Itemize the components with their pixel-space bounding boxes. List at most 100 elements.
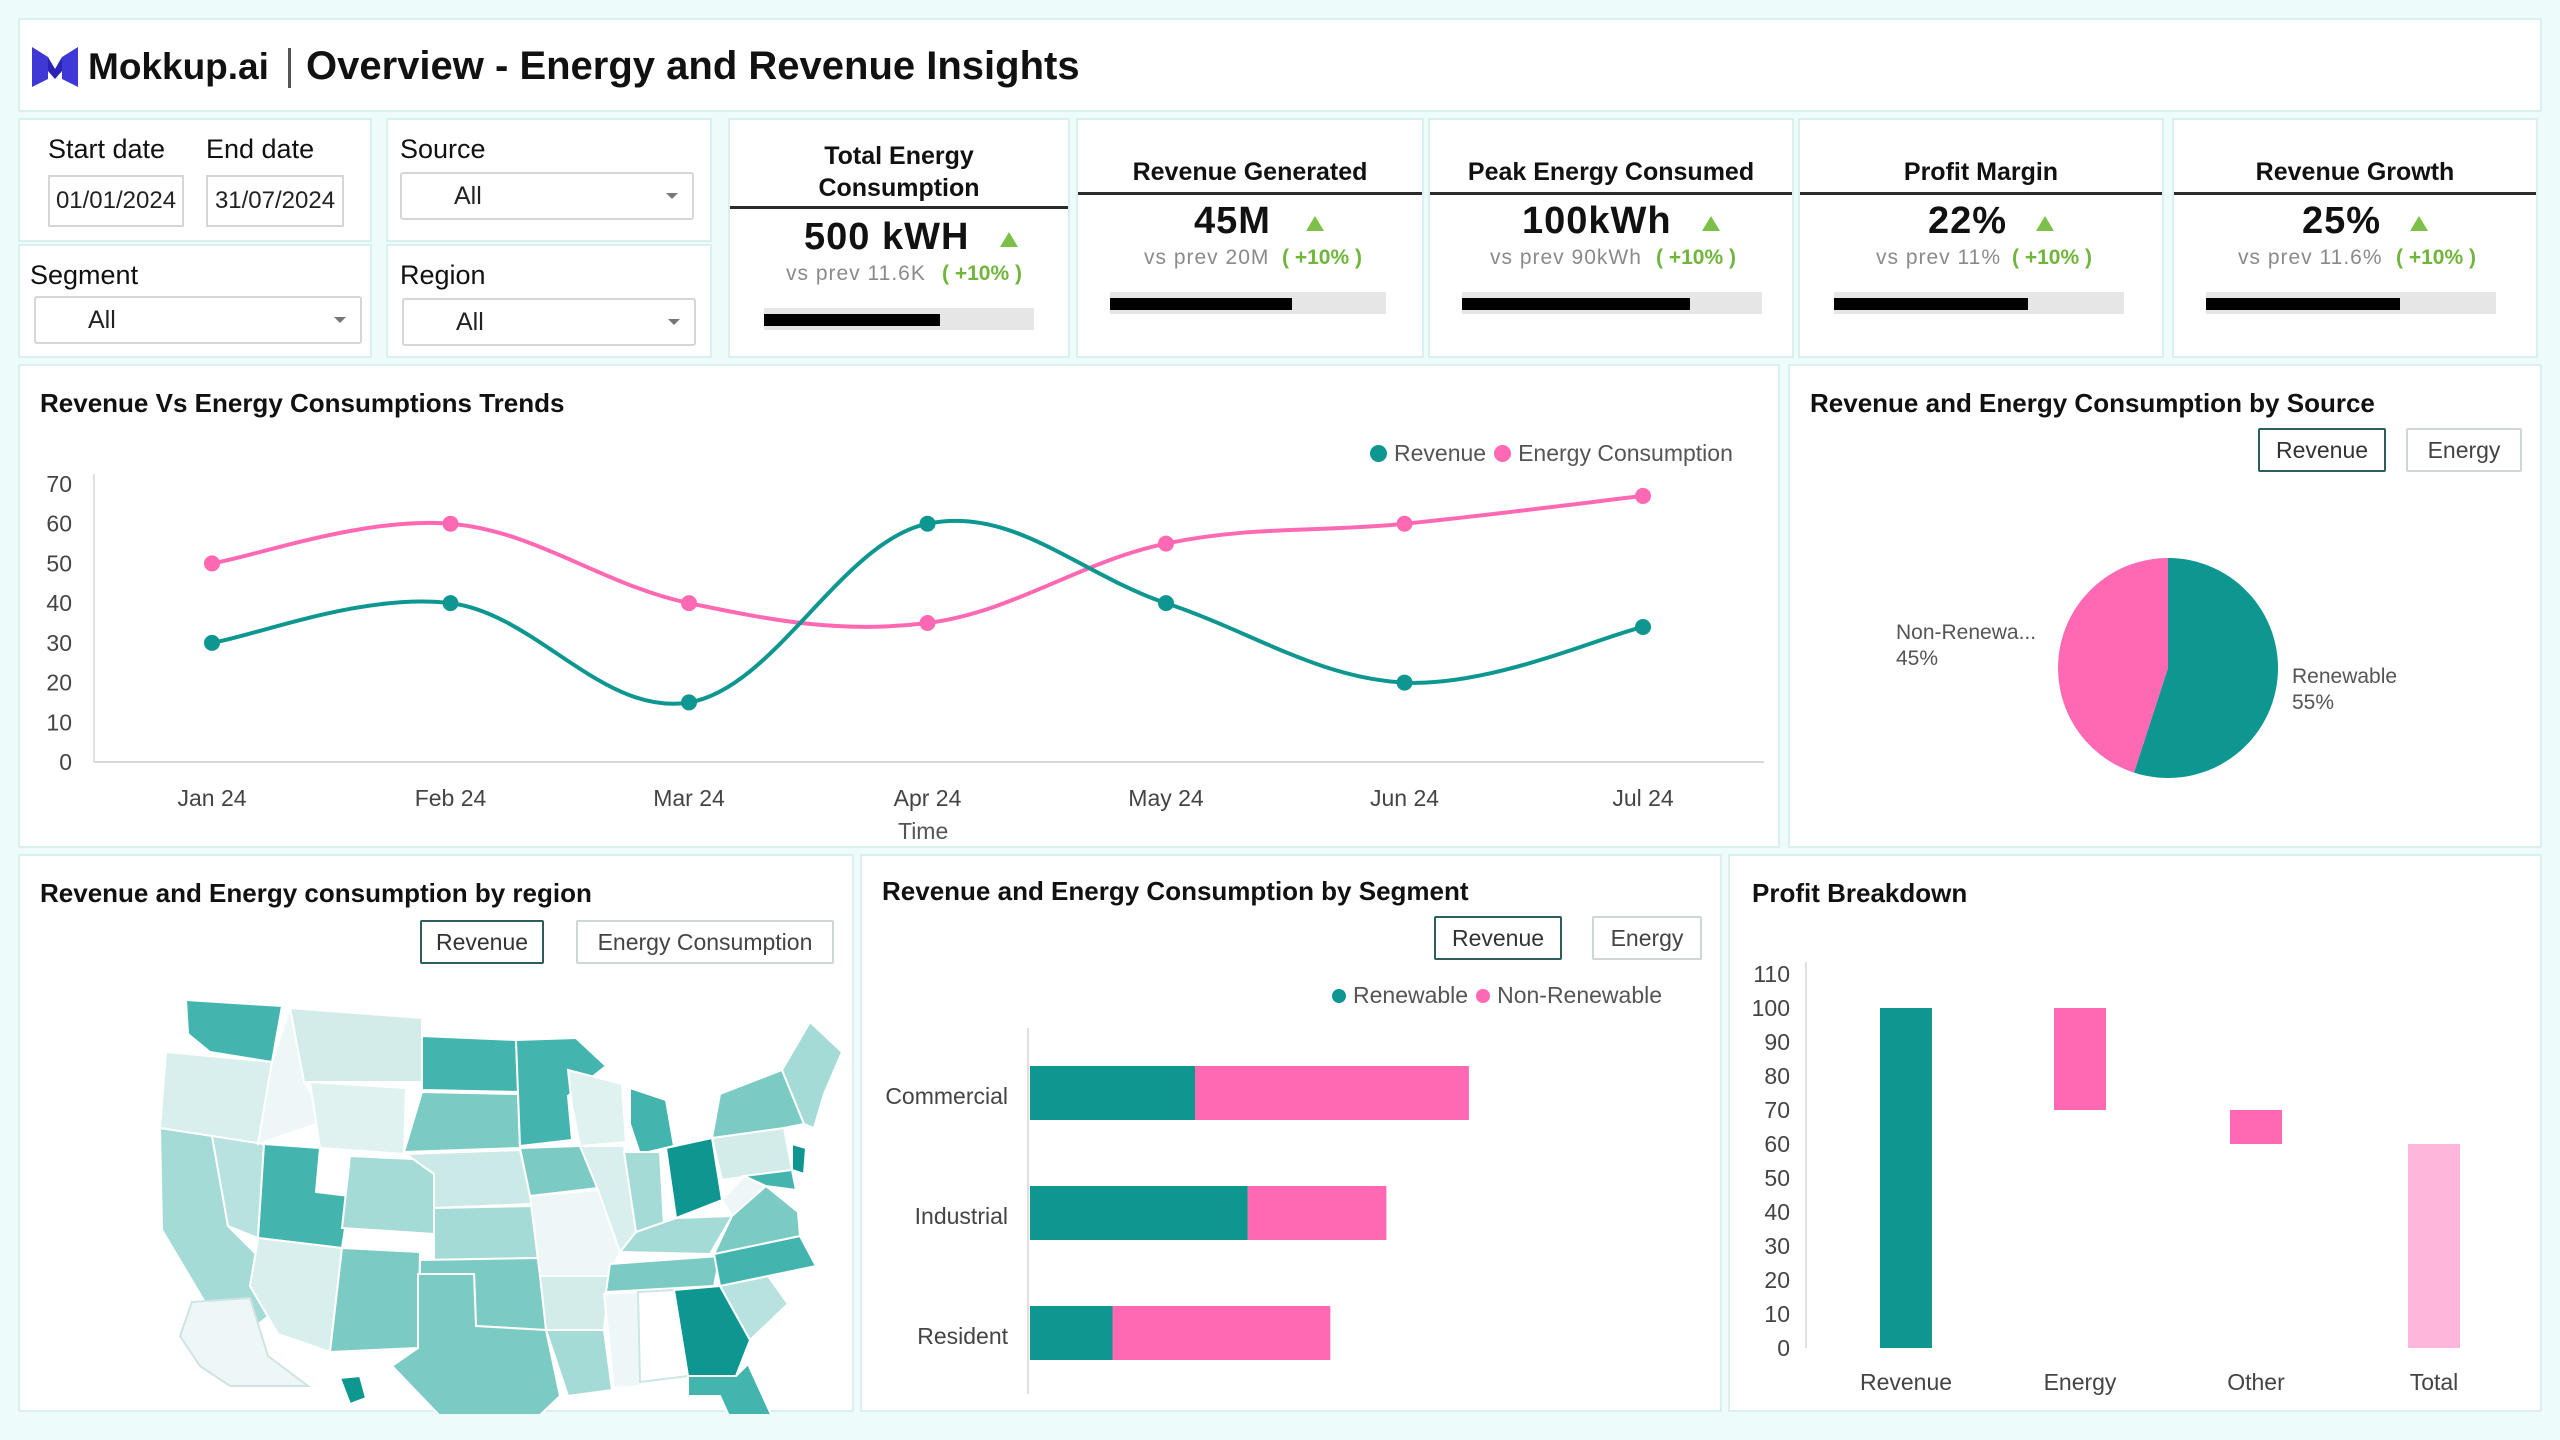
bar-segment: [1247, 1186, 1387, 1240]
kpi-divider: [1800, 192, 2162, 195]
source-select-value: All: [454, 181, 482, 210]
segment-chart-legend: Renewable Non-Renewable: [1332, 982, 1670, 1009]
region-georgia: [672, 1284, 752, 1377]
series-line-energy-consumption: [211, 493, 1644, 629]
legend-dot-icon: [1332, 988, 1346, 1003]
kpi-title: Consumption: [818, 174, 980, 202]
legend-item-nonrenewable[interactable]: Non-Renewable: [1476, 982, 1662, 1009]
pie-label-pct: 45%: [1896, 647, 1939, 670]
region-michigan: [629, 1086, 676, 1156]
pie-label-text: Non-Renewa...: [1896, 621, 2037, 644]
kpi-progress-bar: [764, 308, 1034, 330]
pie-label-renewable: Renewable 55%: [2292, 664, 2397, 716]
date-filter-panel: Start date End date 01/01/2024 31/07/202…: [18, 118, 372, 242]
waterfall-bar: [2408, 1144, 2460, 1348]
pie-slice-renewable: [2134, 558, 2278, 778]
x-tick-label: Total: [2410, 1369, 2459, 1395]
kpi-progress-fill: [2206, 298, 2401, 310]
segment-stacked-bar-chart: Commercial Industrial Resident: [885, 1028, 1469, 1394]
source-select[interactable]: All: [400, 172, 694, 220]
kpi-progress-fill: [1834, 298, 2029, 310]
kpi-value: 25%: [2302, 200, 2382, 242]
y-tick-label: 70: [46, 471, 72, 497]
waterfall-bar: [2054, 1008, 2106, 1110]
segment-select[interactable]: All: [34, 296, 362, 344]
data-point: [681, 595, 697, 612]
kpi-title: Total Energy: [824, 142, 974, 170]
y-tick-label: 40: [1764, 1199, 1790, 1225]
energy-consumption-toggle-button[interactable]: Energy Consumption: [576, 920, 834, 964]
region-filter-panel: Region All: [386, 244, 712, 358]
start-date-field[interactable]: 01/01/2024: [48, 175, 184, 227]
data-point: [1158, 595, 1174, 612]
legend-label: Renewable: [1353, 982, 1469, 1008]
region-new-york: [710, 1068, 806, 1140]
trend-up-icon: [1306, 216, 1324, 231]
pie-label-pct: 55%: [2292, 691, 2335, 714]
kpi-card-total-energy: Total Energy Consumption 500 kWH vs prev…: [728, 118, 1070, 358]
x-tick-label: Other: [2227, 1369, 2285, 1395]
region-select[interactable]: All: [402, 298, 696, 346]
data-point: [1396, 674, 1413, 691]
legend-item-renewable[interactable]: Renewable: [1332, 982, 1468, 1009]
kpi-value: 100kWh: [1522, 200, 1672, 242]
source-chart-title: Revenue and Energy Consumption by Source: [1810, 388, 2375, 418]
kpi-divider: [1430, 192, 1792, 195]
data-point: [681, 694, 697, 711]
kpi-progress-fill: [764, 314, 940, 326]
revenue-toggle-button[interactable]: Revenue: [2258, 428, 2386, 472]
legend-item-energy[interactable]: Energy Consumption: [1494, 440, 1733, 467]
region-new-england: [780, 1020, 844, 1130]
data-point: [442, 595, 459, 612]
legend-label: Energy Consumption: [1518, 440, 1733, 466]
region-colorado: [340, 1154, 438, 1236]
region-montana: [288, 1006, 423, 1083]
revenue-toggle-button[interactable]: Revenue: [420, 920, 544, 964]
chevron-down-icon: [334, 317, 346, 323]
y-tick-label: 110: [1753, 961, 1790, 987]
kpi-progress-fill: [1462, 298, 1690, 310]
source-pie-panel: Revenue and Energy Consumption by Source…: [1788, 364, 2542, 848]
y-tick-label: 50: [46, 550, 72, 576]
bar-segment: [1112, 1306, 1331, 1360]
kpi-progress-bar: [1110, 292, 1386, 314]
energy-toggle-button[interactable]: Energy: [2406, 428, 2522, 472]
region-minnesota: [514, 1036, 608, 1148]
waterfall-bar: [1880, 1008, 1932, 1348]
kpi-progress-bar: [2206, 292, 2496, 314]
segment-label: Segment: [30, 260, 139, 290]
region-label: Region: [400, 260, 486, 290]
chevron-down-icon: [668, 319, 680, 325]
segment-filter-panel: Segment All: [18, 244, 372, 358]
trend-chart-legend: Revenue Energy Consumption: [1370, 440, 1741, 467]
region-texas: [390, 1273, 562, 1414]
revenue-toggle-button[interactable]: Revenue: [1434, 916, 1562, 960]
kpi-value: 500 kWH: [804, 216, 970, 258]
brand-logo[interactable]: Mokkup.ai: [32, 46, 269, 88]
data-point: [1635, 487, 1651, 504]
kpi-prev: vs prev 20M: [1144, 246, 1270, 269]
brand-name: Mokkup.ai: [88, 46, 269, 87]
bar-segment: [1030, 1306, 1113, 1360]
profit-chart-title: Profit Breakdown: [1752, 878, 1968, 908]
bar-segment: [1030, 1186, 1248, 1240]
us-choropleth-map: [158, 998, 844, 1414]
energy-toggle-button[interactable]: Energy: [1592, 916, 1702, 960]
x-axis-label: Time: [898, 818, 949, 844]
mokkup-logo-icon: [32, 47, 78, 87]
y-tick-label: 30: [46, 630, 72, 656]
legend-item-revenue[interactable]: Revenue: [1370, 440, 1486, 467]
data-point: [919, 515, 936, 532]
trend-line-chart: 0 10 20 30 40 50 60 70 Jan 24 Feb 24 Mar 24 Apr 24 M…: [46, 471, 1764, 811]
kpi-progress-bar: [1462, 292, 1762, 314]
data-point: [919, 615, 936, 631]
end-date-field[interactable]: 31/07/2024: [206, 175, 344, 227]
y-tick-label: 50: [1764, 1165, 1790, 1191]
y-tick-label: 60: [46, 511, 72, 537]
x-tick-label: Energy: [2044, 1369, 2117, 1395]
region-wyoming: [308, 1080, 408, 1156]
kpi-title: Peak Energy Consumed: [1467, 158, 1755, 186]
region-washington: [184, 998, 284, 1064]
pie-label-nonrenewable: Non-Renewa... 45%: [1896, 620, 2036, 672]
kpi-title: Revenue Generated: [1132, 158, 1368, 186]
